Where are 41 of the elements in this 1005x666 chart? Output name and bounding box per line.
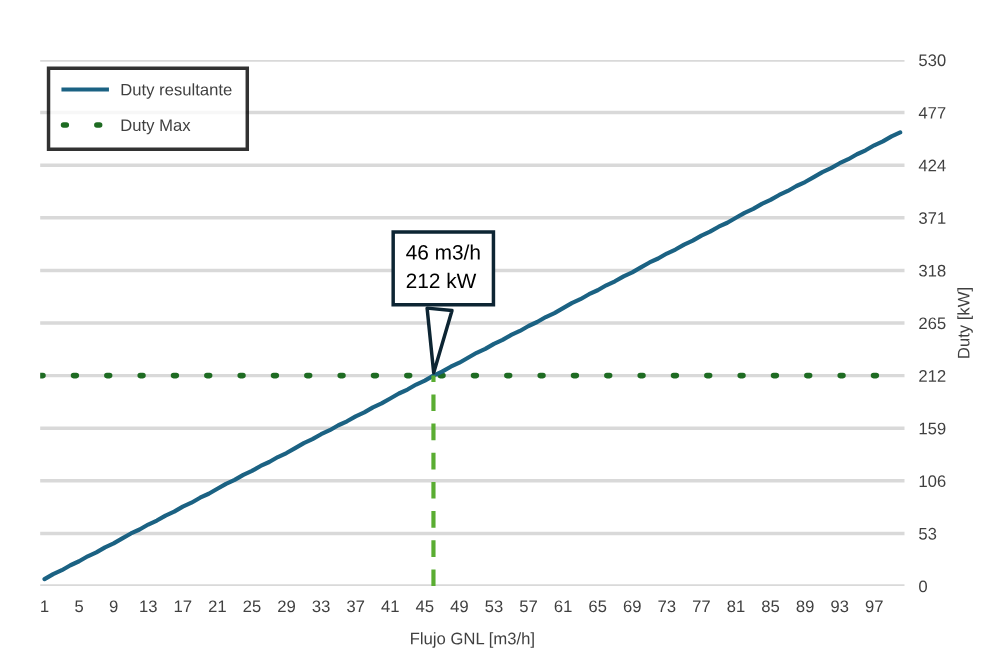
x-tick-label: 29 [278,600,296,613]
y-tick-label: 0 [919,580,928,593]
x-tick-label: 17 [174,600,192,613]
x-tick-label: 53 [485,600,503,613]
y-tick-label: 53 [919,527,937,540]
x-tick-label: 77 [692,600,710,613]
annotation: 46 m3/h 212 kW [406,244,480,288]
x-tick-label: 61 [554,600,572,613]
x-tick-label: 97 [865,600,883,613]
x-tick-label: 5 [75,600,84,613]
x-tick-label: 33 [312,600,330,613]
x-tick-label: 49 [450,600,468,613]
y-tick-label: 265 [919,317,946,330]
y-tick-label: 318 [919,264,946,277]
x-tick-label: 85 [761,600,780,613]
x-tick-label: 73 [658,600,676,613]
y-tick-label: 424 [918,159,946,172]
y-tick-label: 477 [918,107,946,119]
x-tick-label: 1 [41,600,49,613]
y-tick-label: 106 [919,475,946,488]
x-tick-label: 21 [208,600,226,613]
x-tick-label: 93 [831,600,849,613]
x-tick-label: 69 [623,600,641,613]
legend-label: Duty Max [121,119,191,135]
y-tick-label: 212 [919,370,946,382]
y-tick-label: 530 [919,54,946,67]
x-tick-label: 13 [140,600,157,613]
x-tick-label: 81 [727,600,745,613]
x-tick-label: 45 [415,600,434,613]
x-tick-label: 89 [796,600,814,613]
y-tick-label: 371 [919,212,946,224]
legend-label: Duty resultante [121,83,232,99]
x-tick-label: 25 [243,600,261,613]
x-tick-label: 65 [589,600,607,613]
y-axis-title: Duty [kW] [957,288,973,358]
x-tick-label: 41 [381,600,399,613]
y-tick-label: 159 [919,422,946,435]
x-tick-label: 9 [109,600,118,613]
x-tick-label: 57 [519,600,537,613]
x-tick-label: 37 [347,600,365,613]
x-axis-title: Flujo GNL [m3/h] [411,632,534,648]
